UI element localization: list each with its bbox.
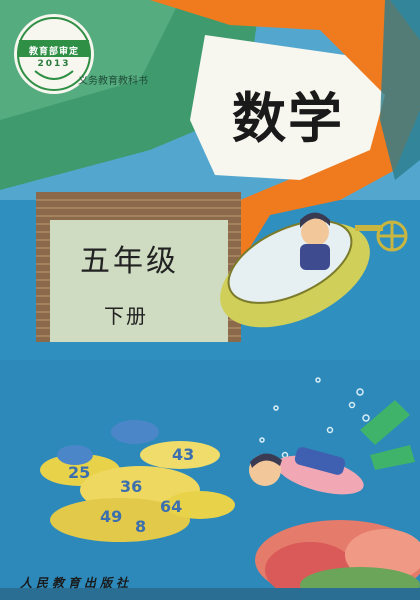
diver	[249, 400, 415, 495]
series-label: 义务教育教科书	[78, 76, 148, 87]
seal-year: 2013	[37, 59, 71, 69]
submarine	[220, 212, 408, 328]
volume-label: 下册	[104, 304, 148, 328]
grade-label: 五年级	[80, 244, 179, 279]
approval-seal: 教育部审定 2013	[13, 13, 95, 95]
svg-text:49: 49	[100, 507, 122, 526]
seal-text: 教育部审定	[28, 47, 79, 57]
svg-text:36: 36	[120, 477, 142, 496]
title-panel	[190, 35, 385, 180]
grade-panel	[50, 220, 228, 342]
fish-school: 25 36 49 64 43 8	[40, 420, 235, 542]
svg-text:25: 25	[68, 463, 90, 482]
svg-text:8: 8	[135, 517, 146, 536]
svg-text:43: 43	[172, 445, 194, 464]
svg-text:64: 64	[160, 497, 182, 516]
publisher-name: 人民教育出版社	[20, 576, 133, 590]
book-title: 数学	[232, 86, 344, 150]
